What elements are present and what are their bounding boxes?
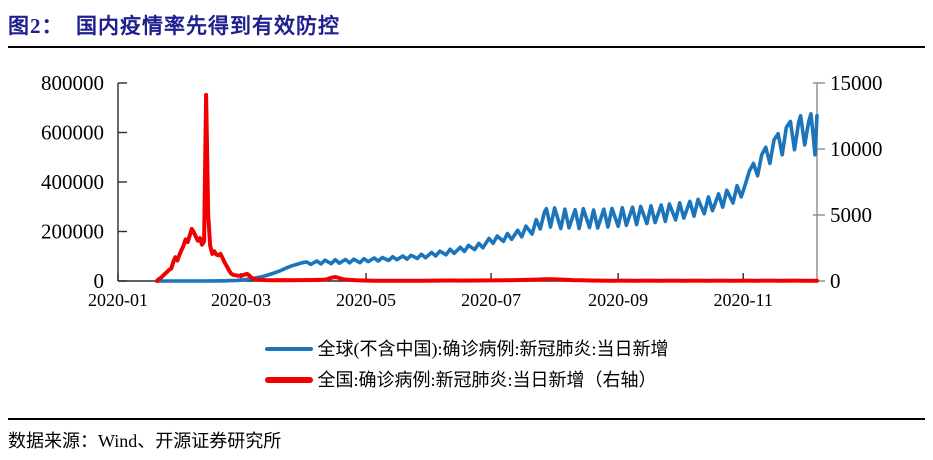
x-tick-label: 2020-05	[336, 290, 396, 310]
figure-title: 图2： 国内疫情率先得到有效防控	[8, 14, 340, 38]
y-right-tick-label: 15000	[830, 71, 883, 95]
legend-label-global: 全球(不含中国):确诊病例:新冠肺炎:当日新增	[317, 339, 669, 359]
y-right-tick-label: 0	[830, 269, 841, 293]
legend-item-global: 全球(不含中国):确诊病例:新冠肺炎:当日新增	[264, 338, 669, 360]
covid-line-chart: 0 200000 400000 600000 800000 0 5000 10000 15000…	[41, 71, 883, 310]
legend: 全球(不含中国):确诊病例:新冠肺炎:当日新增 全国:确诊病例:新冠肺炎:当日新…	[0, 338, 933, 391]
y-left-tick-label: 600000	[41, 121, 104, 145]
red-line-sample	[264, 377, 313, 383]
china-series-line	[154, 92, 819, 283]
x-tick-label: 2020-01	[88, 290, 148, 310]
y-right-tick-label: 10000	[830, 137, 883, 161]
footer-rule	[8, 418, 925, 420]
y-right-tick-label: 5000	[830, 203, 872, 227]
legend-item-china: 全国:确诊病例:新冠肺炎:当日新增（右轴）	[264, 369, 657, 391]
title-underline	[8, 46, 925, 48]
blue-line-sample	[264, 347, 313, 351]
y-left-tick-label: 200000	[41, 220, 104, 244]
legend-label-china: 全国:确诊病例:新冠肺炎:当日新增（右轴）	[317, 370, 657, 390]
y-left-tick-label: 0	[94, 269, 105, 293]
x-tick-label: 2020-07	[461, 290, 521, 310]
x-tick-label: 2020-11	[714, 290, 773, 310]
x-tick-label: 2020-03	[211, 290, 271, 310]
chart-area: 0 200000 400000 600000 800000 0 5000 10000 15000…	[0, 60, 933, 322]
y-left-tick-label: 400000	[41, 170, 104, 194]
y-left-tick-label: 800000	[41, 71, 104, 95]
global-series-line	[155, 112, 819, 283]
x-tick-label: 2020-09	[588, 290, 648, 310]
data-source: 数据来源：Wind、开源证券研究所	[8, 431, 282, 451]
